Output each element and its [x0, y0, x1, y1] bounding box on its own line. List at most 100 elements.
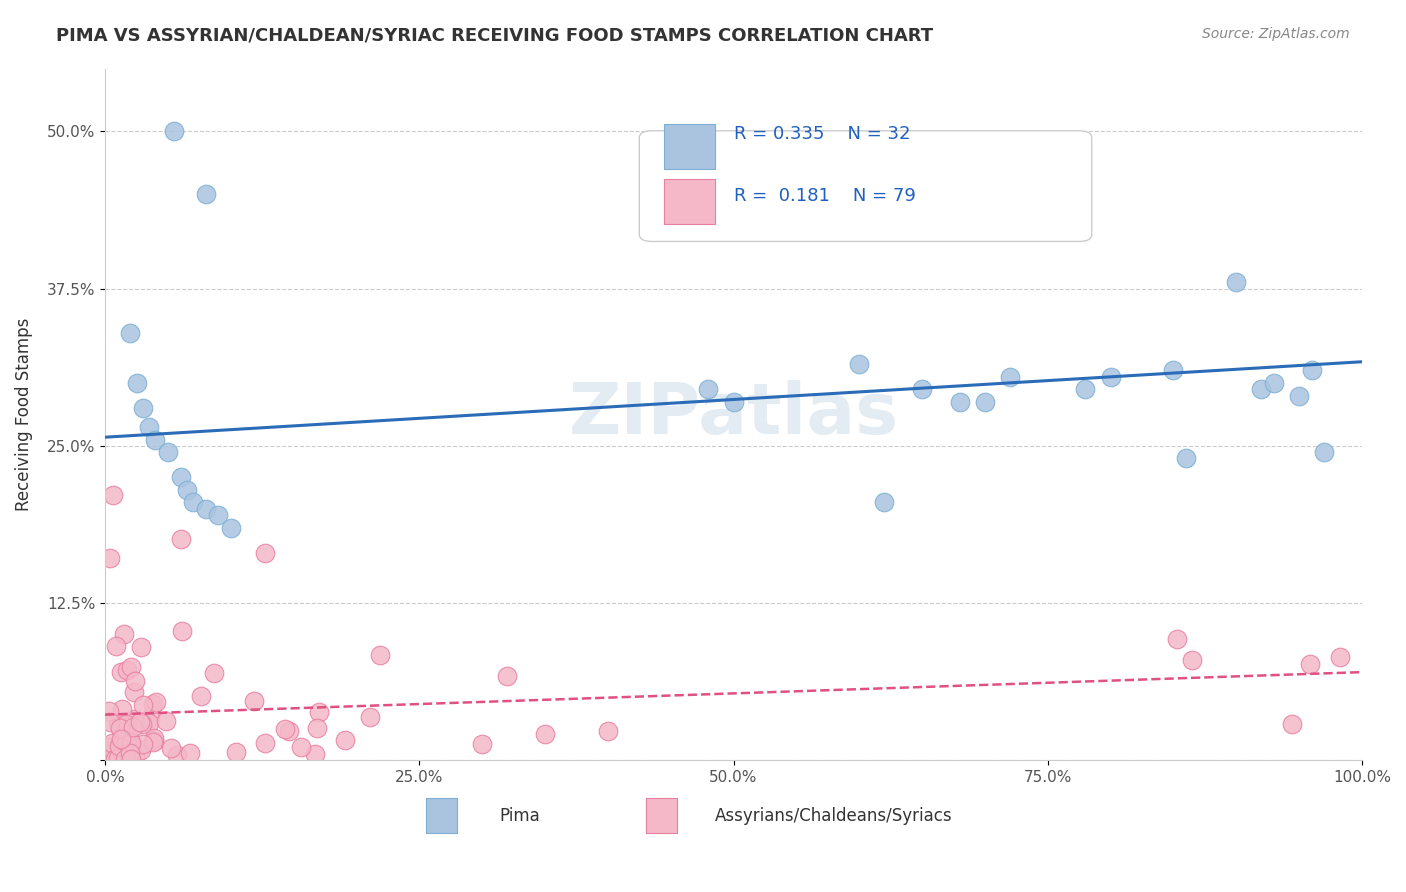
Point: [118, 746, 141, 760]
Point: [359, 709, 381, 723]
Point: [166, 747, 188, 762]
Point: [219, 520, 242, 534]
Point: [112, 731, 135, 746]
Point: [131, 716, 153, 731]
Point: [169, 470, 191, 484]
Point: [207, 508, 229, 522]
Point: [307, 721, 329, 735]
Point: [115, 663, 138, 677]
Point: [176, 483, 198, 497]
Point: [333, 732, 356, 747]
Point: [132, 401, 155, 416]
Point: [723, 394, 745, 409]
Point: [278, 724, 301, 739]
Bar: [665, 179, 714, 224]
Point: [101, 487, 124, 501]
Point: [596, 723, 619, 738]
Point: [949, 394, 972, 409]
Point: [129, 640, 152, 655]
Point: [145, 433, 167, 447]
Point: [190, 689, 212, 703]
Point: [697, 382, 720, 396]
Point: [160, 741, 183, 756]
Point: [120, 752, 142, 766]
Point: [108, 721, 131, 735]
Point: [534, 727, 557, 741]
Point: [1180, 652, 1202, 666]
FancyBboxPatch shape: [640, 131, 1092, 242]
Point: [145, 695, 167, 709]
Point: [225, 745, 247, 759]
Point: [142, 735, 165, 749]
Y-axis label: Receiving Food Stamps: Receiving Food Stamps: [15, 318, 32, 511]
Text: R =  0.181    N = 79: R = 0.181 N = 79: [734, 187, 915, 205]
Point: [115, 752, 138, 766]
Point: [471, 737, 494, 751]
Point: [1175, 451, 1198, 466]
Point: [142, 731, 165, 745]
Point: [101, 736, 124, 750]
Point: [496, 669, 519, 683]
Point: [139, 711, 162, 725]
Point: [124, 674, 146, 689]
Bar: [645, 798, 678, 833]
Point: [1163, 363, 1185, 377]
Point: [110, 732, 132, 747]
Point: [1166, 632, 1188, 646]
Point: [873, 495, 896, 509]
Point: [143, 734, 166, 748]
Point: [118, 732, 141, 747]
Point: [142, 697, 165, 711]
Point: [115, 738, 138, 752]
Point: [290, 740, 312, 755]
Point: [120, 660, 142, 674]
Point: [97, 739, 120, 754]
Point: [104, 752, 127, 766]
Point: [104, 749, 127, 764]
Point: [115, 733, 138, 747]
Point: [974, 394, 997, 409]
Point: [107, 750, 129, 764]
Point: [108, 722, 131, 736]
Point: [97, 704, 120, 718]
Point: [202, 665, 225, 680]
Point: [194, 501, 217, 516]
Point: [132, 698, 155, 712]
Point: [170, 532, 193, 546]
Point: [125, 376, 148, 390]
Point: [181, 495, 204, 509]
Point: [129, 743, 152, 757]
Point: [1301, 363, 1323, 377]
Point: [122, 685, 145, 699]
Point: [998, 369, 1021, 384]
Point: [155, 714, 177, 728]
Point: [254, 546, 277, 560]
Point: [911, 382, 934, 396]
Point: [1225, 276, 1247, 290]
Point: [124, 748, 146, 763]
Point: [1313, 445, 1336, 459]
Text: R = 0.335    N = 32: R = 0.335 N = 32: [734, 125, 910, 144]
Point: [115, 735, 138, 749]
Point: [179, 746, 201, 760]
Point: [115, 717, 138, 731]
Text: ZIPatlas: ZIPatlas: [568, 380, 898, 449]
Point: [138, 420, 160, 434]
Point: [1263, 376, 1285, 390]
Point: [110, 665, 132, 679]
Point: [163, 124, 186, 138]
Point: [104, 639, 127, 653]
Point: [1099, 369, 1122, 384]
Point: [848, 357, 870, 371]
Point: [1281, 717, 1303, 731]
Point: [308, 705, 330, 719]
Point: [114, 752, 136, 766]
Point: [98, 551, 121, 566]
Point: [122, 712, 145, 726]
Text: PIMA VS ASSYRIAN/CHALDEAN/SYRIAC RECEIVING FOOD STAMPS CORRELATION CHART: PIMA VS ASSYRIAN/CHALDEAN/SYRIAC RECEIVI…: [56, 27, 934, 45]
Point: [156, 445, 179, 459]
Point: [1288, 388, 1310, 402]
Point: [1250, 382, 1272, 396]
Point: [120, 737, 142, 751]
Text: Assyrians/Chaldeans/Syriacs: Assyrians/Chaldeans/Syriacs: [716, 806, 953, 824]
